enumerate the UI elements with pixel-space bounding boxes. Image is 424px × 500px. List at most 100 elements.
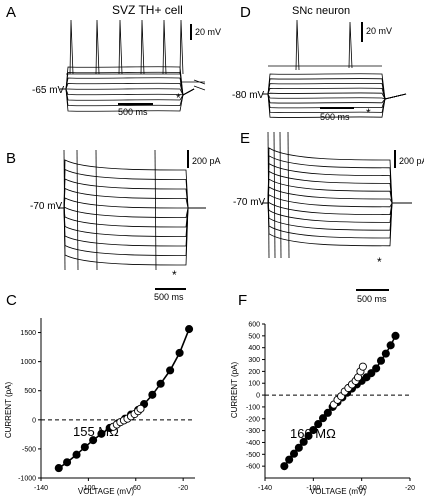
x-tick-label: -60 [131,485,141,492]
filled-data-point [309,425,318,435]
y-tick-label: 1000 [20,359,36,366]
current-trace [262,155,412,204]
x-tick-label: -100 [306,485,320,492]
y-tick-label: 200 [248,369,260,376]
voltage-trace [262,93,407,109]
x-tick-label: -60 [357,485,367,492]
current-trace [58,159,206,209]
voltage-trace [262,93,407,100]
panel-b-current-scale-bar: 200 pA [187,150,221,168]
voltage-trace [262,87,407,100]
current-trace [262,186,412,204]
voltage-trace [60,82,195,96]
voltage-trace [60,88,195,107]
voltage-trace [60,88,195,101]
panel-a-voltage-label: -65 mV [32,85,65,96]
panel-letter-c: C [6,292,17,309]
current-trace [58,207,206,218]
y-tick-label: -300 [246,428,260,435]
panel-e-asterisk: * [377,255,382,269]
panel-d-voltage-scale-bar: 20 mV [361,22,392,42]
panel-a-voltage-traces [60,19,206,112]
action-potential [162,19,167,75]
y-tick-label: 400 [248,345,260,352]
voltage-trace [60,88,195,96]
panel-b-asterisk: * [172,268,177,282]
filled-data-point [294,443,303,452]
filled-data-point [386,341,395,350]
y-tick-label: 600 [248,322,260,329]
voltage-trace [262,93,407,118]
y-tick-label: -500 [246,452,260,459]
panel-a-title: SVZ TH+ cell [112,3,183,17]
capacitive-transient [63,149,66,271]
voltage-trace [60,77,195,96]
x-tick-label: -140 [34,485,48,492]
capacitive-transient [95,149,98,271]
panel-c-y-axis-label: CURRENT (pA) [4,382,13,439]
filled-data-point [381,349,390,358]
filled-data-point [372,364,381,373]
panel-e: E -70 mV 200 pA 500 ms * [233,130,424,304]
y-tick-label: 0 [32,417,36,424]
current-trace [262,202,412,247]
action-potential [140,19,145,75]
filled-data-point [280,462,289,471]
panel-d-voltage-scale-label: 20 mV [366,26,392,36]
action-potential [118,19,123,75]
voltage-trace [60,88,195,112]
y-tick-label: -400 [246,440,260,447]
panel-e-time-scale-label: 500 ms [357,294,387,304]
filled-data-point [72,450,81,459]
filled-data-point [97,429,106,438]
filled-data-point [323,408,332,417]
panel-letter-b: B [6,150,16,167]
panel-a-time-scale-label: 500 ms [118,107,148,117]
filled-data-point [148,390,157,399]
panel-c-iv-plot: -1000 -500 0 500 1000 1500 -140 -100 -60 -20 [18,318,195,492]
panel-letter-d: D [240,4,251,21]
voltage-trace [262,73,407,100]
capacitive-transient [267,131,270,259]
capacitive-transient [154,149,157,271]
filled-data-point [289,449,299,458]
filled-data-point [304,431,313,440]
panel-letter-e: E [240,130,250,147]
voltage-trace [262,92,407,100]
panel-b-time-scale-label: 500 ms [154,292,184,302]
panel-letter-a: A [6,4,16,21]
y-tick-label: -600 [246,464,260,471]
y-tick-label: 1500 [20,330,36,337]
panel-b-current-traces [58,149,206,271]
voltage-trace [262,82,407,100]
current-trace [58,207,206,228]
panel-b: B -70 mV 200 pA 500 ms * [6,149,221,302]
current-trace [58,187,206,209]
capacitive-transient [287,131,290,259]
filled-data-point [89,436,98,445]
voltage-trace [60,88,195,96]
filled-data-point [175,348,184,357]
panel-e-current-scale-bar: 200 pA [394,150,424,168]
voltage-trace [262,93,407,114]
y-tick-label: -200 [246,416,260,423]
filled-data-point [156,379,165,388]
filled-data-point [314,420,323,429]
filled-data-point [185,325,194,334]
filled-data-point [376,356,386,365]
panel-e-current-scale-label: 200 pA [399,156,424,166]
voltage-trace [262,93,407,104]
current-trace [262,170,412,204]
current-trace [58,207,206,256]
filled-data-point [80,443,89,452]
action-potential [179,19,184,75]
y-tick-label: 0 [256,393,260,400]
capacitive-transient [279,131,282,259]
filled-data-point [285,455,294,464]
y-tick-label: 300 [248,357,260,364]
panel-f: F 160 MΩ CURRENT (pA) VOLTAGE (mV) -600-… [230,292,415,496]
panel-b-holding-label: -70 mV [30,201,63,212]
current-trace [262,178,412,204]
panel-f-iv-plot: -600 -500 -400 -300 -200 -100 0 100 200 300 400 500… [246,322,415,493]
filled-data-point [318,414,328,423]
